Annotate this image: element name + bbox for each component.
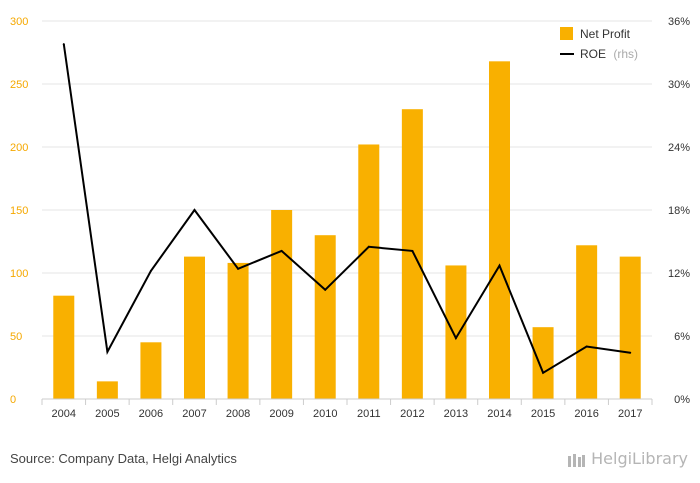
net-profit-bars	[53, 61, 641, 399]
y-right-tick-label: 24%	[668, 142, 690, 154]
x-tick-label: 2005	[95, 408, 119, 420]
roe-point	[324, 288, 327, 291]
roe-point	[629, 351, 632, 354]
y-right-tick-label: 36%	[668, 16, 690, 28]
chart: 0 0% 50 6% 100 12% 150 18% 200 24% 250 30% 300 36% 200…	[10, 16, 690, 420]
roe-point	[106, 350, 109, 353]
net-profit-bar	[489, 61, 510, 399]
net-profit-bar	[184, 256, 205, 399]
roe-point	[542, 371, 545, 374]
roe-point	[367, 245, 370, 248]
net-profit-bar	[227, 262, 249, 399]
x-tick-label: 2012	[400, 408, 424, 420]
x-tick-label: 2009	[269, 408, 293, 420]
net-profit-bar	[314, 235, 336, 399]
y-left-tick-label: 250	[10, 79, 28, 91]
legend-label-roe: ROE (rhs)	[580, 47, 638, 61]
y-left-tick-label: 50	[10, 331, 22, 343]
gridlines	[42, 20, 652, 337]
roe-point	[411, 249, 414, 252]
net-profit-bar	[445, 265, 467, 399]
roe-point	[498, 264, 501, 267]
roe-point	[149, 269, 152, 272]
y-right-tick-label: 12%	[668, 268, 690, 280]
x-tick-label: 2006	[139, 408, 163, 420]
net-profit-bar	[532, 327, 554, 399]
y-right-tick-label: 30%	[668, 79, 690, 91]
x-tick-label: 2008	[226, 408, 250, 420]
x-tick-label: 2017	[618, 408, 642, 420]
net-profit-bar	[576, 245, 598, 399]
footer: Source: Company Data, Helgi Analytics He…	[0, 440, 700, 483]
roe-point	[585, 345, 588, 348]
y-left-tick-label: 300	[10, 16, 28, 28]
x-tick-label: 2013	[444, 408, 468, 420]
net-profit-bar	[401, 109, 423, 399]
legend-roe-suffix: (rhs)	[613, 47, 638, 61]
net-profit-bar	[140, 342, 162, 399]
roe-line-group	[62, 43, 632, 375]
x-tick-label: 2007	[182, 408, 206, 420]
y-right-tick-label: 6%	[674, 331, 690, 343]
roe-point	[62, 43, 65, 46]
axes: 0 0% 50 6% 100 12% 150 18% 200 24% 250 30% 300 36% 200…	[10, 16, 690, 420]
roe-point	[193, 209, 196, 211]
net-profit-bar	[271, 210, 293, 399]
brand-logo: HelgiLibrary	[567, 449, 688, 468]
x-tick-label: 2010	[313, 408, 337, 420]
x-tick-label: 2004	[52, 408, 76, 420]
source-note: Source: Company Data, Helgi Analytics	[10, 451, 237, 466]
roe-point	[237, 267, 240, 270]
legend-roe-name: ROE	[580, 47, 606, 61]
x-tick-label: 2016	[574, 408, 598, 420]
legend-swatch-net-profit	[560, 27, 573, 40]
x-tick-label: 2015	[531, 408, 555, 420]
y-left-tick-label: 0	[10, 394, 16, 406]
roe-line	[62, 43, 631, 375]
library-icon	[568, 453, 586, 467]
legend-label-net-profit: Net Profit	[580, 27, 631, 41]
legend: Net Profit ROE (rhs)	[560, 27, 638, 61]
net-profit-bar	[619, 256, 641, 399]
net-profit-bar	[96, 381, 118, 399]
y-left-tick-label: 200	[10, 142, 28, 154]
y-left-tick-label: 100	[10, 268, 28, 280]
y-right-tick-label: 18%	[668, 205, 690, 217]
brand-name: HelgiLibrary	[591, 449, 688, 468]
x-tick-label: 2014	[487, 408, 511, 420]
roe-point	[454, 337, 457, 340]
net-profit-bar	[358, 144, 380, 399]
roe-point	[280, 249, 283, 252]
y-left-tick-label: 150	[10, 205, 28, 217]
net-profit-bar	[53, 295, 75, 399]
x-tick-label: 2011	[357, 408, 381, 420]
y-right-tick-label: 0%	[674, 394, 690, 406]
